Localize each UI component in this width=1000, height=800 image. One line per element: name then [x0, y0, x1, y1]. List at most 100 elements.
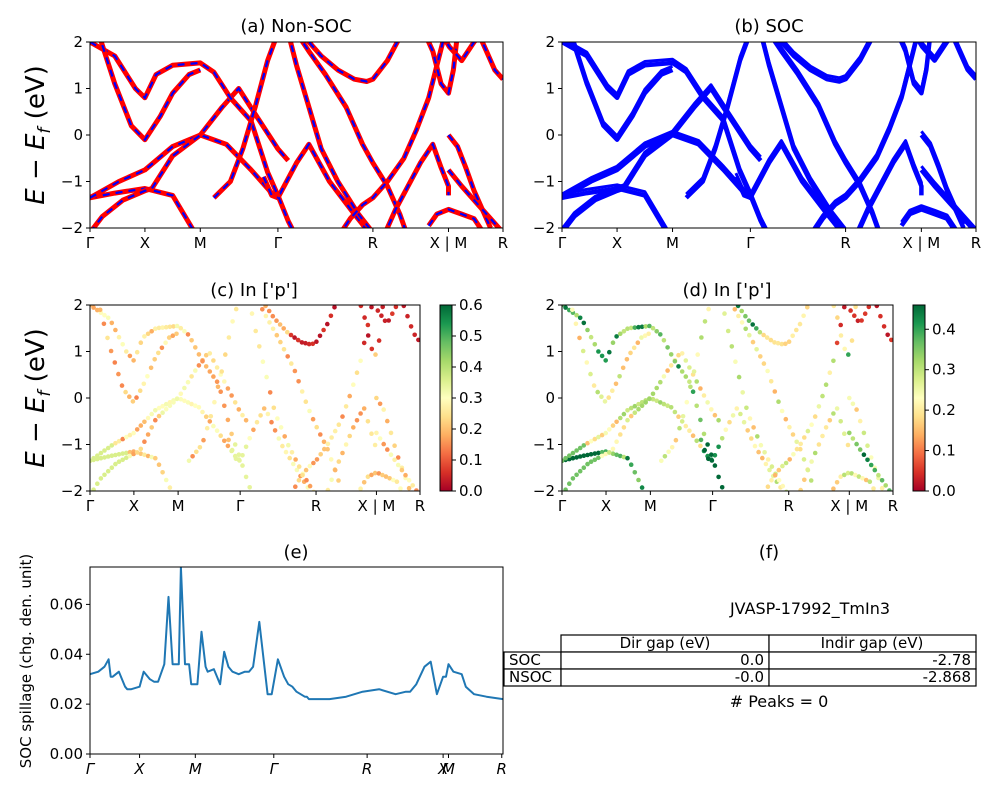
- projection-point: [405, 313, 410, 319]
- colorbar-tick-label: 0.6: [459, 296, 483, 314]
- projection-point: [306, 341, 312, 347]
- projection-point: [303, 340, 308, 346]
- projection-point: [783, 341, 788, 347]
- colorbar-tick-label: 0.4: [932, 320, 956, 338]
- projection-point: [124, 349, 129, 354]
- projection-point: [610, 451, 616, 457]
- colorbar-tick-label: 0.4: [459, 358, 483, 376]
- projection-point: [835, 315, 840, 320]
- projection-point: [120, 451, 125, 456]
- band-line-soc-split: [572, 42, 674, 138]
- projection-point: [163, 406, 169, 412]
- projection-point: [292, 368, 298, 374]
- projection-point: [124, 450, 129, 456]
- projection-point: [607, 427, 612, 432]
- projection-point: [393, 305, 399, 310]
- projection-point: [127, 449, 133, 455]
- projection-point: [189, 338, 194, 343]
- projection-point: [673, 437, 679, 443]
- projection-point: [563, 305, 568, 310]
- projection-point: [614, 452, 619, 458]
- projection-point: [584, 360, 590, 365]
- projection-point: [883, 483, 888, 488]
- projection-point: [149, 425, 154, 430]
- band-line-soc-overlay: [386, 141, 450, 228]
- projection-point: [153, 417, 158, 423]
- projection-point: [325, 487, 331, 491]
- panel-c-ytick-label: 1: [73, 343, 83, 361]
- projection-point: [365, 474, 371, 480]
- panel-e-xtick-label: R: [362, 760, 372, 778]
- projection-point: [274, 318, 279, 324]
- panel-c-projected-bands: (c) In ['p'] 210−1−2Γ X M Γ R X | M R0.00.10.2…: [61, 280, 483, 515]
- projection-point: [695, 352, 700, 357]
- row2-ylabel: E − Ef (eV): [21, 328, 55, 468]
- projection-point: [871, 486, 876, 491]
- projection-point: [794, 439, 799, 445]
- projection-point: [182, 398, 187, 404]
- projection-point: [382, 318, 388, 324]
- colorbar: [439, 304, 453, 492]
- projection-point: [145, 331, 151, 337]
- projection-point: [287, 455, 293, 461]
- projection-point: [669, 445, 675, 450]
- projection-point: [131, 430, 136, 436]
- band-line-soc-split: [734, 172, 751, 196]
- projection-point: [374, 430, 379, 436]
- panel-e-ylabel: SOC spillage (chg. den. unit): [17, 554, 35, 769]
- panel-e-spillage: (e) SOC spillage (chg. den. unit) 0.06 0.…: [17, 542, 507, 778]
- projection-point: [618, 331, 623, 337]
- projection-point: [131, 358, 136, 363]
- projection-point: [296, 464, 302, 469]
- projection-point: [214, 365, 220, 370]
- projection-point: [263, 313, 269, 319]
- projection-point: [403, 472, 408, 478]
- panel-e-plot: 0.060.040.020.00Γ X M Γ R XM R: [50, 566, 507, 778]
- projection-point: [672, 409, 678, 415]
- projection-point: [91, 305, 96, 310]
- projection-point: [787, 457, 792, 462]
- projection-point: [166, 335, 172, 340]
- projection-point: [699, 335, 704, 340]
- projection-point: [758, 442, 764, 448]
- projection-point: [134, 427, 140, 432]
- panel-a-xtick-label: X: [140, 234, 150, 252]
- colorbar-tick-label: 0.5: [459, 327, 483, 345]
- projection-point: [567, 481, 572, 487]
- projection-point: [160, 410, 165, 416]
- projection-point: [676, 352, 681, 358]
- material-id: JVASP-17992_TmIn3: [729, 599, 890, 619]
- projection-point: [613, 381, 619, 387]
- projection-point: [153, 326, 158, 332]
- projection-point: [395, 462, 401, 468]
- projection-point: [723, 427, 729, 433]
- projection-point: [381, 407, 387, 412]
- panel-b-xtick-label: R: [840, 234, 850, 252]
- projection-point: [661, 401, 667, 407]
- projection-point: [294, 467, 300, 473]
- projection-point: [380, 472, 385, 478]
- projection-point: [747, 332, 752, 338]
- projection-point: [596, 349, 601, 354]
- projection-point: [636, 477, 641, 483]
- projection-point: [595, 389, 600, 395]
- projection-point: [654, 398, 659, 404]
- projection-point: [375, 308, 381, 313]
- projection-point: [412, 332, 418, 338]
- projection-point: [343, 442, 349, 447]
- projection-point: [190, 454, 195, 459]
- projection-point: [855, 318, 861, 324]
- projection-point: [108, 348, 114, 354]
- panel-b-ytick-label: −2: [533, 219, 555, 237]
- projection-point: [745, 428, 750, 433]
- projection-point: [790, 432, 796, 437]
- projection-point: [665, 368, 670, 373]
- projection-point: [603, 358, 608, 363]
- panel-e-ytick-label: 0.04: [50, 645, 83, 663]
- projection-point: [729, 344, 735, 349]
- projection-point: [240, 412, 245, 418]
- projection-point: [650, 325, 656, 331]
- projection-point: [599, 394, 604, 400]
- projection-point: [303, 467, 309, 473]
- projection-point: [119, 383, 125, 388]
